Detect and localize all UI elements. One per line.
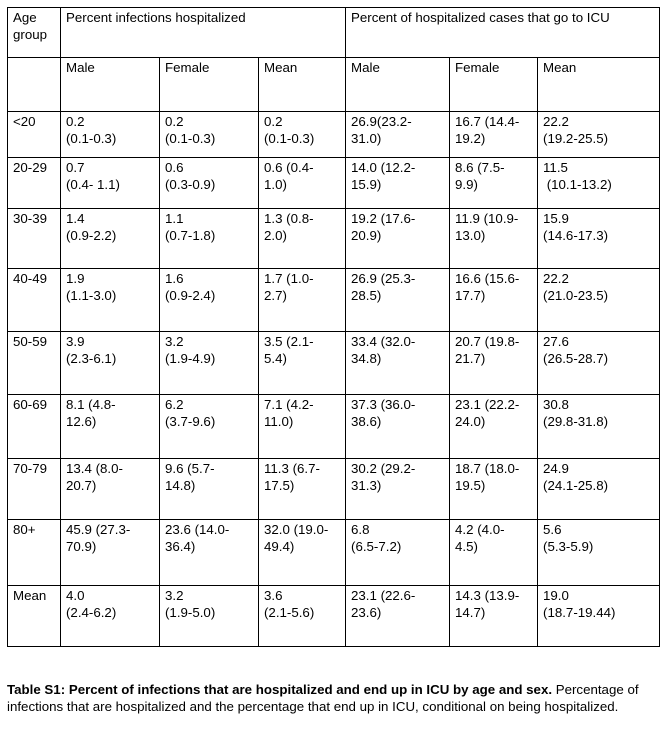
table-row-60-69: 60-69 8.1 (4.8- 12.6) 6.2 (3.7-9.6) 7.1 … xyxy=(7,394,661,459)
table-cell: 1.4 (0.9-2.2) xyxy=(60,208,160,269)
header-icu-female: Female xyxy=(449,57,539,112)
table-cell: 23.1 (22.6- 23.6) xyxy=(345,585,451,647)
table-cell: 24.9 (24.1-25.8) xyxy=(537,458,661,520)
table-cell: 19.2 (17.6- 20.9) xyxy=(345,208,451,269)
table-cell: 3.5 (2.1- 5.4) xyxy=(257,331,347,395)
table-cell: 3.9 (2.3-6.1) xyxy=(60,331,160,395)
table-cell: 3.6 (2.1-5.6) xyxy=(257,585,347,647)
table-cell: 32.0 (19.0- 49.4) xyxy=(257,519,347,586)
age-group-cell: 30-39 xyxy=(7,208,61,269)
age-group-cell: 80+ xyxy=(7,519,61,586)
table-cell: 20.7 (19.8- 21.7) xyxy=(449,331,539,395)
table-cell: 0.2 (0.1-0.3) xyxy=(257,111,347,158)
table-cell: 1.7 (1.0- 2.7) xyxy=(257,268,347,332)
header-icu-male: Male xyxy=(345,57,451,112)
table-cell: 0.7 (0.4- 1.1) xyxy=(60,157,160,209)
table-row-70-79: 70-79 13.4 (8.0- 20.7) 9.6 (5.7- 14.8) 1… xyxy=(7,458,661,520)
header-hospitalized-female: Female xyxy=(159,57,259,112)
table-cell: 1.9 (1.1-3.0) xyxy=(60,268,160,332)
table-cell: 1.3 (0.8- 2.0) xyxy=(257,208,347,269)
age-group-cell: 50-59 xyxy=(7,331,61,395)
table-cell: 6.8 (6.5-7.2) xyxy=(345,519,451,586)
table-cell: 11.5 (10.1-13.2) xyxy=(537,157,661,209)
table-cell: 22.2 (21.0-23.5) xyxy=(537,268,661,332)
header-hospitalized-mean: Mean xyxy=(257,57,347,112)
table-cell: 18.7 (18.0- 19.5) xyxy=(449,458,539,520)
table-row-40-49: 40-49 1.9 (1.1-3.0) 1.6 (0.9-2.4) 1.7 (1… xyxy=(7,268,661,332)
table-caption-title: Table S1: Percent of infections that are… xyxy=(7,682,553,697)
header-row-sex: Male Female Mean Male Female Mean xyxy=(7,57,661,112)
table-row-mean: Mean 4.0 (2.4-6.2) 3.2 (1.9-5.0) 3.6 (2.… xyxy=(7,585,661,647)
header-row-sections: Age group Percent infections hospitalize… xyxy=(7,7,661,58)
table-cell: 19.0 (18.7-19.44) xyxy=(537,585,661,647)
age-group-cell: 20-29 xyxy=(7,157,61,209)
table-cell: 23.6 (14.0- 36.4) xyxy=(159,519,259,586)
table-cell: 37.3 (36.0- 38.6) xyxy=(345,394,451,459)
table-cell: 3.2 (1.9-5.0) xyxy=(159,585,259,647)
table-cell: 16.6 (15.6- 17.7) xyxy=(449,268,539,332)
header-section-icu: Percent of hospitalized cases that go to… xyxy=(345,7,661,58)
table-cell: 26.9 (25.3- 28.5) xyxy=(345,268,451,332)
table-cell: 7.1 (4.2- 11.0) xyxy=(257,394,347,459)
table-cell: 5.6 (5.3-5.9) xyxy=(537,519,661,586)
table-cell: 14.3 (13.9- 14.7) xyxy=(449,585,539,647)
table-cell: 1.6 (0.9-2.4) xyxy=(159,268,259,332)
table-row-under-20: <20 0.2 (0.1-0.3) 0.2 (0.1-0.3) 0.2 (0.1… xyxy=(7,111,661,158)
table-cell: 11.9 (10.9- 13.0) xyxy=(449,208,539,269)
table-cell: 45.9 (27.3- 70.9) xyxy=(60,519,160,586)
table-cell: 0.2 (0.1-0.3) xyxy=(60,111,160,158)
hospitalization-icu-table: Age group Percent infections hospitalize… xyxy=(7,7,661,647)
table-cell: 23.1 (22.2- 24.0) xyxy=(449,394,539,459)
table-cell: 0.2 (0.1-0.3) xyxy=(159,111,259,158)
header-spacer-cell xyxy=(7,57,61,112)
age-group-cell: 40-49 xyxy=(7,268,61,332)
table-cell: 6.2 (3.7-9.6) xyxy=(159,394,259,459)
header-section-hospitalized: Percent infections hospitalized xyxy=(59,7,347,58)
table-cell: 11.3 (6.7- 17.5) xyxy=(257,458,347,520)
age-group-cell: Mean xyxy=(7,585,61,647)
table-cell: 4.0 (2.4-6.2) xyxy=(60,585,160,647)
header-age-group: Age group xyxy=(7,7,61,58)
table-row-30-39: 30-39 1.4 (0.9-2.2) 1.1 (0.7-1.8) 1.3 (0… xyxy=(7,208,661,269)
age-group-cell: 70-79 xyxy=(7,458,61,520)
header-hospitalized-male: Male xyxy=(60,57,160,112)
table-cell: 1.1 (0.7-1.8) xyxy=(159,208,259,269)
table-cell: 14.0 (12.2- 15.9) xyxy=(345,157,451,209)
table-cell: 27.6 (26.5-28.7) xyxy=(537,331,661,395)
table-cell: 3.2 (1.9-4.9) xyxy=(159,331,259,395)
table-cell: 16.7 (14.4- 19.2) xyxy=(449,111,539,158)
table-cell: 0.6 (0.3-0.9) xyxy=(159,157,259,209)
table-cell: 4.2 (4.0- 4.5) xyxy=(449,519,539,586)
table-cell: 30.8 (29.8-31.8) xyxy=(537,394,661,459)
table-cell: 26.9(23.2- 31.0) xyxy=(345,111,451,158)
table-cell: 9.6 (5.7- 14.8) xyxy=(159,458,259,520)
age-group-cell: 60-69 xyxy=(7,394,61,459)
age-group-cell: <20 xyxy=(7,111,61,158)
table-cell: 0.6 (0.4- 1.0) xyxy=(257,157,347,209)
table-caption-body: Percentage of infections that are hospit… xyxy=(7,682,639,714)
table-cell: 22.2 (19.2-25.5) xyxy=(537,111,661,158)
table-cell: 15.9 (14.6-17.3) xyxy=(537,208,661,269)
table-cell: 33.4 (32.0- 34.8) xyxy=(345,331,451,395)
table-cell: 8.6 (7.5- 9.9) xyxy=(449,157,539,209)
table-cell: 13.4 (8.0- 20.7) xyxy=(60,458,160,520)
table-row-20-29: 20-29 0.7 (0.4- 1.1) 0.6 (0.3-0.9) 0.6 (… xyxy=(7,157,661,209)
table-row-80-plus: 80+ 45.9 (27.3- 70.9) 23.6 (14.0- 36.4) … xyxy=(7,519,661,586)
table-cell: 8.1 (4.8- 12.6) xyxy=(60,394,160,459)
table-cell: 30.2 (29.2- 31.3) xyxy=(345,458,451,520)
table-row-50-59: 50-59 3.9 (2.3-6.1) 3.2 (1.9-4.9) 3.5 (2… xyxy=(7,331,661,395)
header-icu-mean: Mean xyxy=(537,57,661,112)
table-caption: Table S1: Percent of infections that are… xyxy=(7,681,659,715)
